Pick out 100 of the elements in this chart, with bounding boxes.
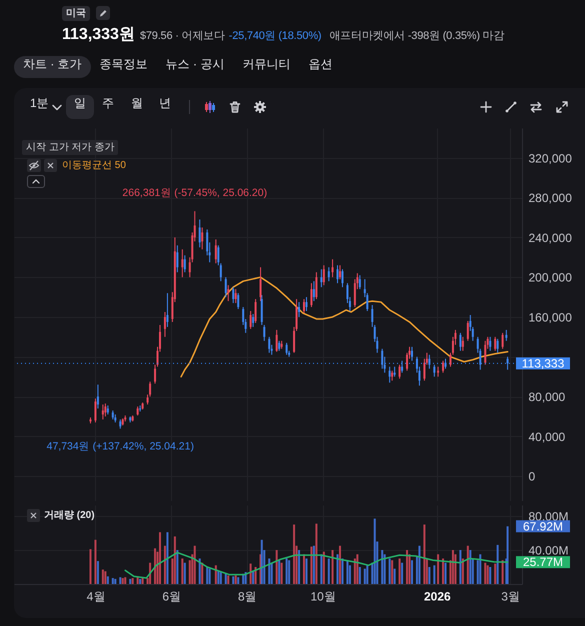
- candlestick: [276, 329, 278, 352]
- bar: [452, 550, 454, 584]
- bar: [201, 562, 204, 584]
- bar: [166, 532, 168, 584]
- candlestick: [320, 268, 322, 288]
- bar: [288, 560, 290, 584]
- bar: [220, 572, 222, 584]
- text: 옵션: [307, 56, 334, 73]
- candlestick: [119, 418, 122, 430]
- bar: [89, 549, 92, 584]
- bar: [129, 578, 132, 584]
- bar: [336, 554, 339, 584]
- text: $79.56 · 어제보다: [140, 29, 225, 43]
- candlestick: [227, 284, 230, 302]
- candlestick: [286, 342, 288, 356]
- bar: [298, 550, 300, 584]
- bar: [506, 526, 509, 584]
- bar: [164, 546, 166, 584]
- bar: [276, 550, 278, 584]
- candlestick: [341, 268, 344, 288]
- candlestick: [305, 296, 308, 312]
- bar: [198, 558, 201, 584]
- bar: [489, 567, 492, 584]
- candlestick: [102, 404, 104, 420]
- candlestick: [164, 312, 166, 338]
- bar: [96, 561, 99, 584]
- candlestick: [181, 248, 184, 278]
- candlestick: [322, 264, 325, 286]
- bar: [208, 568, 211, 584]
- y-tick-label: 320,000: [528, 151, 572, 166]
- bar: [234, 576, 237, 584]
- bar: [462, 558, 464, 584]
- text: 뉴스 · 공시: [164, 56, 226, 73]
- bar: [406, 550, 408, 584]
- bar: [469, 550, 472, 584]
- bar: [268, 558, 270, 584]
- bar: [502, 560, 504, 584]
- text: 113,333원: [62, 25, 135, 45]
- candlestick: [303, 298, 305, 314]
- bar: [224, 574, 227, 584]
- text: 주: [101, 95, 115, 112]
- y-tick-label: 160,000: [528, 310, 572, 324]
- y-tick-label: 200,000: [528, 270, 572, 285]
- bar: [433, 565, 436, 584]
- data-label: 67.92M: [522, 519, 564, 534]
- text: 종목정보: [98, 56, 149, 73]
- bar: [174, 536, 176, 584]
- bar: [374, 518, 376, 584]
- bar: [206, 567, 208, 584]
- candlestick: [506, 356, 509, 370]
- bar: [332, 550, 334, 584]
- bar: [322, 552, 325, 584]
- text: -25,740원 (18.50%): [228, 29, 322, 43]
- candlestick: [442, 360, 444, 374]
- bar: [106, 576, 109, 584]
- candlestick: [437, 366, 440, 378]
- x-tick-label: 8월: [238, 590, 257, 604]
- bar: [358, 567, 361, 584]
- candlestick: [268, 336, 270, 354]
- bar: [428, 567, 430, 584]
- bar: [305, 558, 308, 584]
- annotation: 47,734원 (+137.42%, 25.04.21): [46, 440, 194, 453]
- y-tick-label: 40.00M: [528, 544, 569, 558]
- bar: [260, 540, 263, 584]
- bar: [320, 554, 322, 584]
- bar: [114, 578, 116, 584]
- bar: [270, 562, 273, 584]
- candlestick: [214, 238, 217, 264]
- bar: [176, 550, 178, 584]
- bar: [227, 576, 230, 584]
- candlestick: [254, 298, 257, 324]
- text: 거래량 (20): [44, 509, 95, 522]
- candlestick: [462, 336, 464, 352]
- candlestick: [459, 332, 462, 352]
- bar: [442, 558, 444, 584]
- candlestick: [388, 366, 391, 384]
- line-series: [180, 276, 508, 378]
- bar: [339, 546, 341, 584]
- bar: [94, 540, 96, 584]
- bar: [411, 560, 413, 584]
- candlestick: [401, 360, 404, 374]
- y-tick-label: 40,000: [528, 430, 566, 444]
- candlestick: [234, 288, 237, 304]
- bar: [181, 558, 184, 584]
- bar: [391, 560, 394, 584]
- candlestick: [398, 364, 401, 380]
- bar: [293, 524, 296, 584]
- candlestick: [381, 348, 384, 370]
- candlestick: [104, 403, 106, 417]
- bar: [214, 565, 217, 584]
- candlestick: [310, 282, 312, 308]
- candlestick: [312, 280, 315, 302]
- candlestick: [502, 332, 504, 350]
- candlestick: [96, 384, 99, 409]
- bar: [102, 570, 104, 584]
- y-tick-label: 240,000: [528, 230, 572, 245]
- candlestick: [201, 226, 204, 250]
- y-tick-label: 80,000: [528, 390, 566, 404]
- bar: [341, 558, 344, 584]
- bar: [132, 578, 134, 584]
